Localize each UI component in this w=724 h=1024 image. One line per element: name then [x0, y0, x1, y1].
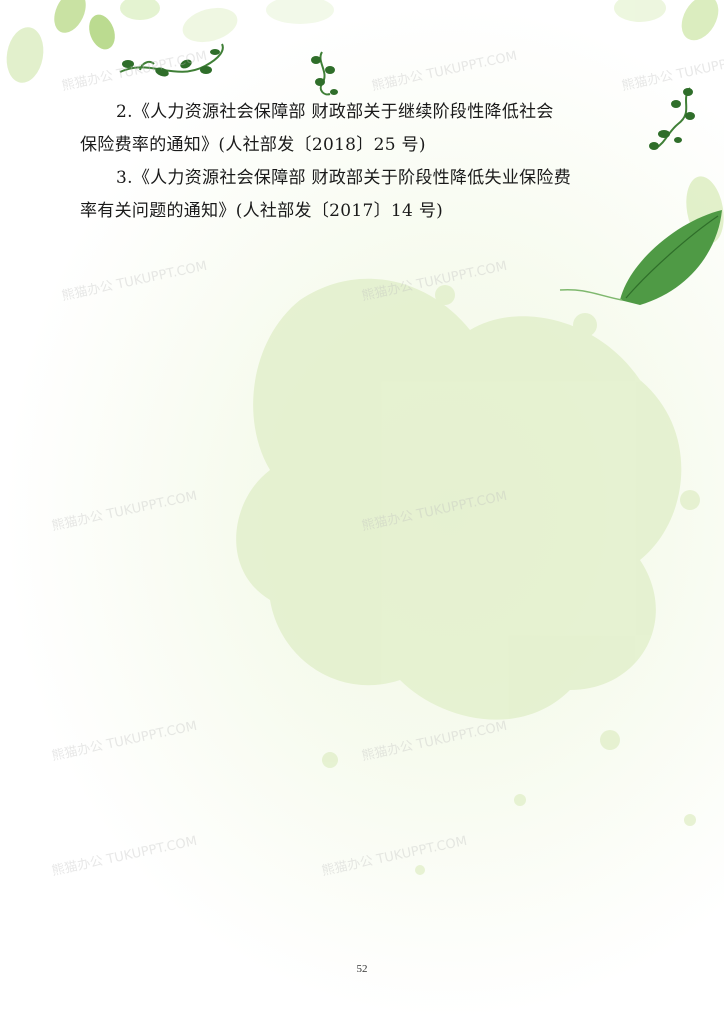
top-left-leaves	[6, 0, 334, 83]
reference-line: 2.《人力资源社会保障部 财政部关于继续阶段性降低社会	[116, 102, 554, 122]
reference-item: 3.《人力资源社会保障部 财政部关于阶段性降低失业保险费 率有关问题的通知》(人…	[80, 162, 655, 228]
document-body: 2.《人力资源社会保障部 财政部关于继续阶段性降低社会 保险费率的通知》(人社部…	[80, 96, 655, 228]
vine-ornament-right	[649, 87, 695, 150]
page-number: 52	[356, 963, 368, 975]
reference-line: 保险费率的通知》(人社部发〔2018〕25 号)	[80, 135, 426, 155]
reference-item: 2.《人力资源社会保障部 财政部关于继续阶段性降低社会 保险费率的通知》(人社部…	[80, 96, 655, 162]
vine-ornament-middle	[311, 51, 338, 96]
reference-line: 率有关问题的通知》(人社部发〔2017〕14 号)	[80, 201, 444, 221]
large-leaf-illustration	[559, 210, 722, 305]
vine-ornament-left	[119, 43, 224, 77]
green-splash-shape	[236, 278, 700, 875]
reference-line: 3.《人力资源社会保障部 财政部关于阶段性降低失业保险费	[116, 168, 572, 188]
